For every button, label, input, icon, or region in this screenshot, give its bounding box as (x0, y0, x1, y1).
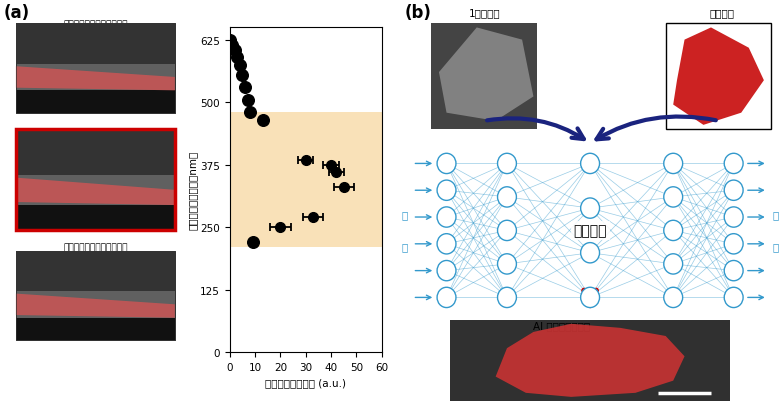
Point (241, 97, 254, 104)
Text: ボケ像（合焦位置より下）: ボケ像（合焦位置より下） (63, 243, 128, 252)
Circle shape (724, 207, 743, 228)
Bar (16, 251, 174, 340)
Point (231, 55, 244, 62)
Bar (16, 24, 174, 64)
Polygon shape (495, 324, 685, 397)
Circle shape (437, 261, 456, 281)
Circle shape (724, 288, 743, 308)
Text: AI の細胞認識領域: AI の細胞認識領域 (534, 320, 590, 330)
Point (234, 62, 246, 69)
Text: 合焦位置: 合焦位置 (20, 130, 47, 140)
Text: 入: 入 (402, 210, 408, 220)
Circle shape (498, 288, 516, 308)
Point (224, 38, 236, 44)
Circle shape (664, 254, 682, 275)
X-axis label: 絞りのシャープさ (a.u.): 絞りのシャープさ (a.u.) (266, 377, 346, 388)
Text: 1分子画像: 1分子画像 (468, 8, 500, 18)
Circle shape (664, 187, 682, 207)
Circle shape (580, 288, 600, 308)
Polygon shape (439, 28, 534, 122)
Circle shape (580, 243, 600, 263)
Text: 出: 出 (772, 210, 778, 220)
Polygon shape (16, 178, 174, 206)
Text: 正解領域: 正解領域 (710, 8, 735, 18)
Circle shape (498, 154, 516, 174)
Circle shape (724, 261, 743, 281)
Bar (16, 24, 174, 113)
Point (246, 239, 259, 246)
Circle shape (437, 207, 456, 228)
Point (228, 47, 241, 54)
Bar (665, 24, 771, 130)
Circle shape (664, 288, 682, 308)
Point (238, 85, 251, 92)
Bar (16, 205, 174, 231)
Point (256, 117, 269, 124)
Circle shape (580, 198, 600, 219)
Circle shape (437, 154, 456, 174)
Bar (432, 24, 538, 130)
Point (236, 72, 249, 79)
Bar (16, 91, 174, 113)
Text: (a): (a) (4, 4, 30, 22)
Point (244, 110, 256, 116)
Circle shape (498, 187, 516, 207)
Circle shape (498, 254, 516, 275)
Text: ボケ像（合焦位置より上）: ボケ像（合焦位置より上） (63, 20, 128, 29)
Circle shape (437, 234, 456, 254)
Bar (450, 320, 730, 401)
Circle shape (664, 221, 682, 241)
Circle shape (724, 154, 743, 174)
Bar (16, 130, 174, 231)
Bar (16, 251, 174, 291)
Polygon shape (16, 294, 174, 318)
Text: 力: 力 (402, 242, 408, 252)
Point (226, 43, 238, 49)
Text: 力: 力 (772, 242, 778, 252)
Circle shape (580, 154, 600, 174)
Polygon shape (16, 67, 174, 91)
Circle shape (724, 234, 743, 254)
Circle shape (437, 181, 456, 201)
Bar (230, 113, 382, 248)
Circle shape (498, 221, 516, 241)
Polygon shape (673, 28, 764, 126)
Circle shape (664, 154, 682, 174)
Circle shape (724, 181, 743, 201)
Circle shape (437, 288, 456, 308)
Bar (16, 251, 174, 340)
Text: 機械学習: 機械学習 (573, 224, 607, 238)
Bar (16, 318, 174, 340)
Text: (b): (b) (405, 4, 432, 22)
Bar (16, 130, 174, 231)
Bar (16, 130, 174, 175)
Y-axis label: 対物レンズの位置（nm）: 対物レンズの位置（nm） (188, 151, 197, 230)
Bar (16, 24, 174, 113)
